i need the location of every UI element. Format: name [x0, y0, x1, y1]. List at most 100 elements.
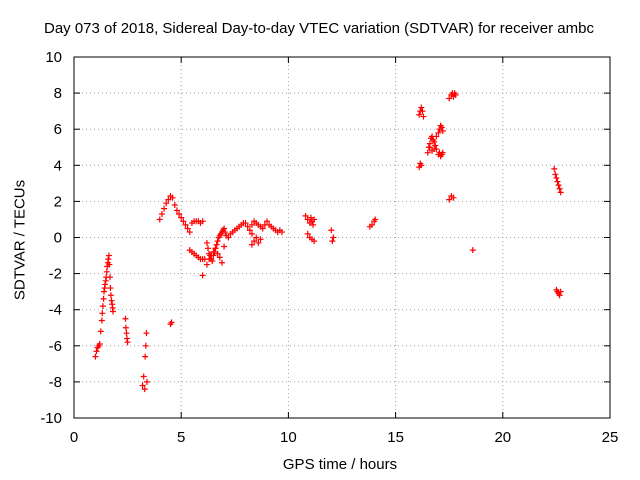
data-point — [205, 245, 211, 252]
data-point — [163, 200, 170, 207]
data-point — [556, 185, 563, 192]
data-point — [248, 241, 255, 248]
data-point — [263, 218, 270, 225]
data-point — [99, 303, 106, 310]
data-point — [255, 239, 262, 246]
data-point — [123, 335, 130, 342]
data-point — [122, 324, 129, 331]
data-point — [246, 227, 253, 234]
data-point — [93, 348, 100, 355]
data-point — [168, 319, 175, 326]
data-point — [212, 245, 219, 252]
data-point — [199, 218, 206, 225]
y-tick-label: -10 — [40, 410, 62, 427]
data-point — [96, 340, 103, 347]
data-point — [101, 288, 108, 295]
data-point — [557, 288, 564, 295]
chart-title: Day 073 of 2018, Sidereal Day-to-day VTE… — [44, 20, 594, 37]
data-point — [439, 149, 446, 156]
data-point — [248, 230, 255, 237]
grid-lines — [74, 57, 610, 418]
data-point — [214, 238, 221, 245]
data-point — [105, 256, 112, 263]
x-tick-label: 25 — [602, 429, 619, 446]
data-point — [142, 342, 149, 349]
y-tick-label: 4 — [54, 157, 62, 174]
data-point — [329, 238, 336, 245]
data-point — [253, 234, 260, 241]
data-point — [418, 104, 425, 111]
data-point — [139, 382, 146, 389]
data-point — [102, 281, 109, 288]
y-axis-label: SDTVAR / TECUs — [11, 179, 29, 301]
data-point — [330, 234, 337, 241]
y-tick-label: -8 — [49, 374, 62, 391]
data-point — [182, 221, 189, 228]
data-point — [100, 295, 107, 302]
data-point — [311, 216, 318, 223]
y-tick-label: -4 — [49, 302, 62, 319]
data-point — [328, 227, 335, 234]
data-point — [214, 250, 221, 257]
y-tick-label: -2 — [49, 266, 62, 283]
x-tick-label: 15 — [387, 429, 404, 446]
data-point — [107, 285, 114, 292]
data-point — [435, 129, 442, 136]
data-point — [222, 229, 229, 236]
data-point — [103, 268, 110, 275]
y-tick-label: 8 — [54, 85, 62, 102]
data-point — [143, 378, 150, 385]
data-point — [216, 254, 223, 261]
data-point — [184, 225, 191, 232]
data-point — [203, 239, 210, 246]
data-point — [110, 308, 117, 315]
x-axis-label: GPS time / hours — [282, 456, 398, 473]
data-point — [278, 229, 285, 236]
data-point — [141, 386, 148, 393]
y-tick-label: 10 — [45, 49, 62, 66]
data-point — [97, 328, 104, 335]
data-point — [165, 196, 172, 203]
x-tick-label: 5 — [177, 429, 185, 446]
data-point — [372, 216, 379, 223]
data-point — [213, 241, 220, 248]
data-point — [106, 261, 113, 268]
data-point — [438, 124, 445, 131]
data-point — [439, 128, 446, 135]
data-point — [123, 330, 130, 337]
data-point — [469, 247, 476, 254]
data-point — [158, 211, 165, 218]
y-tick-label: -6 — [49, 338, 62, 355]
data-point — [92, 353, 99, 360]
data-point — [180, 218, 187, 225]
data-point — [557, 189, 564, 196]
data-point — [176, 211, 183, 218]
data-point — [556, 292, 563, 299]
data-point — [433, 133, 440, 140]
data-point — [431, 146, 438, 153]
y-tick-label: 6 — [54, 121, 62, 138]
data-point — [221, 225, 228, 232]
y-tick-label: 2 — [54, 193, 62, 210]
data-point — [143, 330, 150, 337]
data-point — [99, 310, 106, 317]
data-point — [169, 194, 176, 201]
data-point — [555, 182, 562, 189]
data-point — [369, 221, 376, 228]
data-point — [122, 315, 129, 322]
data-point — [142, 353, 149, 360]
data-point — [257, 236, 264, 243]
data-point — [420, 113, 427, 120]
data-point — [450, 194, 457, 201]
data-point — [554, 178, 561, 185]
data-point — [140, 373, 147, 380]
data-point — [248, 221, 255, 228]
data-point — [221, 243, 228, 250]
data-point — [161, 205, 168, 212]
data-point — [210, 248, 217, 255]
data-point — [209, 257, 216, 264]
data-point — [307, 214, 314, 221]
data-point — [259, 225, 266, 232]
data-point — [452, 91, 459, 98]
data-point — [446, 95, 453, 102]
